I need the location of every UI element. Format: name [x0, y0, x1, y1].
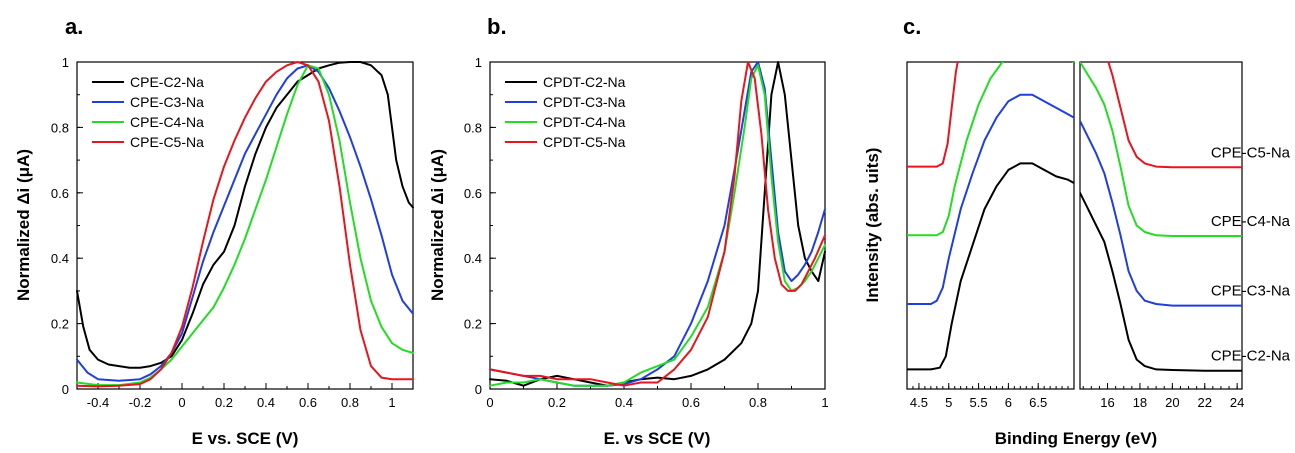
panel-b-series-lines: [489, 61, 826, 387]
panel-a-x-tick-label: -0.4: [87, 395, 109, 410]
panel-b-legend-label-cpdt-c4-na: CPDT-C4-Na: [543, 114, 626, 130]
panel-a-y-tick-label: 0.2: [51, 317, 69, 332]
panel-a-x-tick-label: 0.6: [299, 395, 317, 410]
panel-c-trace-label-cpe-c4-na: CPE-C4-Na: [1211, 213, 1291, 230]
panel-b-series-cpdt-c5-na: [489, 61, 826, 387]
panel-c-series-lines: [907, 62, 1242, 372]
panel-b-series-cpdt-c2-na: [489, 61, 826, 387]
panel-c-ups-chart: c. 4.5 5 5.5 6 6.5 16 18 20 22 24 CPE-C2-NaCPE-C…: [863, 14, 1291, 448]
panel-b-letter: b.: [487, 14, 507, 39]
panel-c-left-x-axis: 4.5 5 5.5 6 6.5: [906, 383, 1075, 410]
panel-c-left-x-tick-label: 5.5: [970, 395, 988, 410]
panel-a-x-tick-label: 1: [388, 395, 395, 410]
panel-a-series-cpe-c5-na: [76, 61, 414, 388]
panel-b-legend: CPDT-C2-Na CPDT-C3-Na CPDT-C4-Na CPDT-C5-Na: [505, 74, 626, 150]
panel-a-y-axis-title: Normalized Δi (μA): [14, 149, 33, 301]
panel-b-x-axis-title: E. vs SCE (V): [604, 429, 711, 448]
panel-a-cv-chart: a. -0.4 -0.2 0 0.2 0.4 0.6 0.8 1 0 0.2 0.4 0.6 0.8 1…: [14, 14, 414, 448]
panel-c-trace-label-cpe-c5-na: CPE-C5-Na: [1211, 144, 1291, 161]
panel-c-left-x-tick-label: 6: [1005, 395, 1012, 410]
panel-c-trace-labels: CPE-C2-Na CPE-C3-Na CPE-C4-Na CPE-C5-Na: [1211, 144, 1291, 364]
panel-b-plot-frame: [489, 61, 826, 390]
panel-a-letter: a.: [65, 14, 83, 39]
panel-b-x-tick-label: 0.6: [682, 395, 700, 410]
panel-b-x-axis: 0 0.2 0.4 0.6 0.8 1: [486, 383, 829, 410]
panel-a-y-tick-label: 0.8: [51, 120, 69, 135]
panel-a-x-axis-title: E vs. SCE (V): [192, 429, 299, 448]
panel-a-series-cpe-c3-na: [76, 64, 414, 382]
panel-b-y-axis: 0 0.2 0.4 0.6 0.8 1: [464, 55, 496, 397]
panel-c-letter: c.: [903, 14, 921, 39]
panel-c-series-cpe-c5-na-left: [907, 62, 959, 168]
panel-c-left-x-tick-label: 6.5: [1029, 395, 1047, 410]
panel-b-series-cpdt-c4-na: [489, 64, 826, 387]
panel-b-legend-label-cpdt-c3-na: CPDT-C3-Na: [543, 94, 626, 110]
panel-a-legend-label-cpe-c4-na: CPE-C4-Na: [130, 114, 204, 130]
panel-b-legend-label-cpdt-c5-na: CPDT-C5-Na: [543, 134, 626, 150]
panel-a-y-tick-label: 0.6: [51, 186, 69, 201]
panel-a-x-tick-label: 0: [178, 395, 185, 410]
panel-c-series-cpe-c4-na-left: [907, 62, 1074, 237]
panel-a-x-tick-label: 0.8: [341, 395, 359, 410]
panel-c-left-x-tick-label: 5: [945, 395, 952, 410]
panel-c-right-x-tick-label: 24: [1230, 395, 1244, 410]
panel-a-series-lines: [76, 61, 414, 388]
panel-a-y-tick-label: 0: [62, 382, 69, 397]
panel-c-series-cpe-c4-na-right: [1080, 62, 1242, 237]
panel-a-legend-label-cpe-c5-na: CPE-C5-Na: [130, 134, 204, 150]
panel-b-x-tick-label: 0.8: [749, 395, 767, 410]
panel-a-x-tick-label: -0.2: [129, 395, 151, 410]
panel-b-y-tick-label: 0.4: [464, 251, 482, 266]
panel-c-series-cpe-c3-na-right: [1080, 119, 1242, 307]
panel-c-series-cpe-c2-na-right: [1080, 191, 1242, 372]
panel-c-series-cpe-c2-na-left: [907, 162, 1074, 371]
panel-b-x-tick-label: 0: [486, 395, 493, 410]
panel-a-series-cpe-c2-na: [76, 61, 414, 369]
panel-b-legend-label-cpdt-c2-na: CPDT-C2-Na: [543, 74, 626, 90]
panel-b-y-axis-title: Normalized Δi (μA): [428, 149, 447, 301]
panel-a-y-tick-label: 1: [62, 55, 69, 70]
panel-a-legend-label-cpe-c3-na: CPE-C3-Na: [130, 94, 204, 110]
panel-b-y-tick-label: 0.8: [464, 120, 482, 135]
panel-c-right-x-tick-label: 16: [1100, 395, 1114, 410]
panel-b-series-cpdt-c3-na: [489, 61, 826, 387]
panel-b-cv-chart: b. 0 0.2 0.4 0.6 0.8 1 0 0.2 0.4 0.6 0.8 1 CPDT-C2…: [428, 14, 829, 448]
panel-a-legend-label-cpe-c2-na: CPE-C2-Na: [130, 74, 204, 90]
panel-c-left-x-tick-label: 4.5: [910, 395, 928, 410]
panel-b-y-tick-label: 0.6: [464, 186, 482, 201]
panel-a-x-tick-label: 0.2: [215, 395, 233, 410]
panel-c-trace-label-cpe-c2-na: CPE-C2-Na: [1211, 348, 1291, 365]
panel-b-y-tick-label: 0.2: [464, 317, 482, 332]
panel-b-x-tick-label: 0.4: [615, 395, 633, 410]
panel-c-right-x-tick-label: 20: [1165, 395, 1179, 410]
panel-b-y-tick-label: 1: [475, 55, 482, 70]
panel-c-right-x-tick-label: 22: [1198, 395, 1212, 410]
panel-c-x-axis-title: Binding Energy (eV): [995, 429, 1157, 448]
panel-c-right-x-tick-label: 18: [1133, 395, 1147, 410]
panel-c-series-cpe-c3-na-left: [907, 93, 1074, 305]
panel-a-x-tick-label: 0.4: [257, 395, 275, 410]
panel-c-series-cpe-c5-na-right: [1107, 62, 1242, 169]
panel-c-trace-label-cpe-c3-na: CPE-C3-Na: [1211, 283, 1291, 300]
panel-c-left-frame: [906, 61, 1075, 390]
panel-b-y-tick-label: 0: [475, 382, 482, 397]
panel-c-right-frame: [1079, 61, 1243, 390]
panel-a-x-axis: -0.4 -0.2 0 0.2 0.4 0.6 0.8 1: [76, 383, 414, 410]
panel-a-y-tick-label: 0.4: [51, 251, 69, 266]
panel-c-right-x-axis: 16 18 20 22 24: [1082, 383, 1244, 410]
panel-a-legend: CPE-C2-Na CPE-C3-Na CPE-C4-Na CPE-C5-Na: [92, 74, 204, 150]
panel-b-x-tick-label: 1: [821, 395, 828, 410]
panel-a-y-axis: 0 0.2 0.4 0.6 0.8 1: [51, 55, 83, 397]
panel-b-x-tick-label: 0.2: [548, 395, 566, 410]
panel-c-y-axis-title: Intensity (abs. uits): [863, 148, 882, 303]
